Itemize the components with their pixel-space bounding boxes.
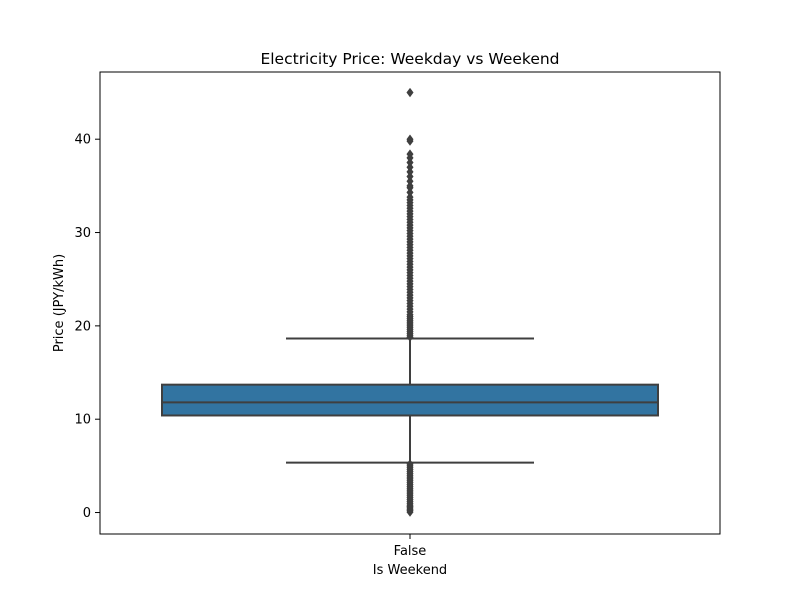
y-axis-label: Price (JPY/kWh) xyxy=(52,254,67,352)
y-tick-label: 0 xyxy=(83,506,91,521)
x-tick-label: False xyxy=(394,544,427,559)
x-axis: False xyxy=(394,534,427,559)
chart-title: Electricity Price: Weekday vs Weekend xyxy=(260,50,559,68)
y-tick-label: 30 xyxy=(74,226,91,241)
y-tick-label: 10 xyxy=(74,413,91,428)
outlier-point xyxy=(406,459,414,469)
iqr-box xyxy=(161,383,659,417)
outlier-point xyxy=(406,87,414,98)
y-tick-label: 40 xyxy=(74,133,91,148)
plot-area xyxy=(161,87,659,517)
outlier-point xyxy=(406,134,414,144)
y-tick-label: 20 xyxy=(74,319,91,334)
x-axis-label: Is Weekend xyxy=(373,563,447,578)
box-group xyxy=(161,87,659,517)
outlier-point xyxy=(406,149,414,159)
y-axis: 0 10 20 30 40 xyxy=(74,133,100,521)
